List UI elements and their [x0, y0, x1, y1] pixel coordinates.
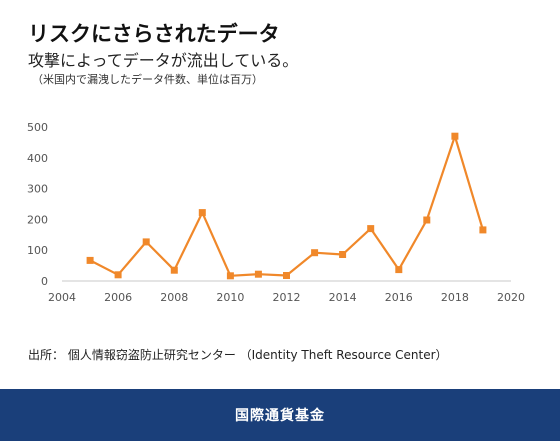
data-point-marker	[254, 270, 262, 278]
x-tick-label: 2012	[273, 291, 301, 304]
chart-title: リスクにさらされたデータ	[28, 22, 280, 46]
x-tick-label: 2008	[160, 291, 188, 304]
data-point-marker	[142, 238, 150, 246]
footer-bar: 国際通貨基金	[0, 389, 560, 441]
series-line	[89, 135, 484, 277]
data-point-marker	[170, 266, 178, 274]
x-tick-label: 2004	[48, 291, 76, 304]
y-tick-label: 100	[27, 244, 48, 257]
y-axis: 0 100 200 300 400 500	[27, 121, 48, 288]
data-point-marker	[339, 251, 347, 258]
data-point-marker	[367, 225, 375, 233]
y-tick-label: 400	[27, 152, 48, 165]
data-point-marker	[226, 272, 234, 280]
organization-name: 国際通貨基金	[235, 408, 325, 424]
data-point-marker	[423, 216, 431, 224]
data-point-marker	[198, 209, 206, 217]
data-point-marker	[311, 249, 319, 257]
x-tick-label: 2016	[385, 291, 413, 304]
data-point-marker	[451, 132, 459, 140]
x-tick-label: 2020	[497, 291, 525, 304]
data-point-marker	[479, 226, 487, 234]
unit-note: （米国内で漏洩したデータ件数、単位は百万）	[32, 73, 263, 86]
source-note: 出所： 個人情報窃盗防止研究センター （Identity Theft Resou…	[28, 348, 448, 362]
x-tick-label: 2010	[216, 291, 244, 304]
y-tick-label: 200	[27, 213, 48, 226]
data-point-marker	[86, 256, 94, 264]
data-point-marker	[395, 266, 403, 274]
y-tick-label: 0	[41, 275, 48, 288]
y-tick-label: 300	[27, 183, 48, 196]
data-point-marker	[114, 271, 122, 279]
x-tick-label: 2018	[441, 291, 469, 304]
chart-subtitle: 攻撃によってデータが流出している。	[28, 51, 299, 70]
data-point-marker	[283, 272, 290, 279]
x-axis: 2004 2006 2008 2010 2012 2014 2016 2018 2020	[48, 280, 525, 304]
x-tick-label: 2014	[329, 291, 357, 304]
line-chart: 2004 2006 2008 2010 2012 2014 2016 2018 2020 0 10…	[27, 121, 525, 304]
data-series	[86, 132, 487, 280]
y-tick-label: 500	[27, 121, 48, 134]
x-tick-label: 2006	[104, 291, 132, 304]
